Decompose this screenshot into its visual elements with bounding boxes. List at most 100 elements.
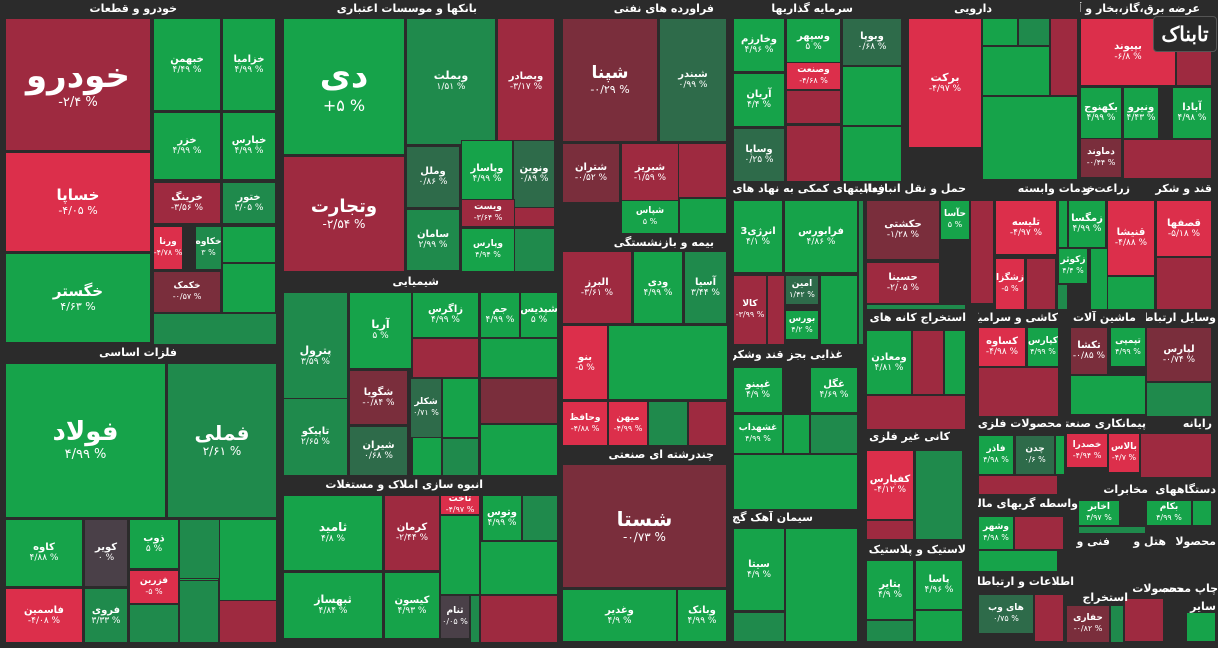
stock-tile[interactable]: پاسا ۴/۹۶ % [915,560,963,610]
stock-tile[interactable]: فاسمین -۴/۰۸ % [5,588,83,643]
stock-tile[interactable]: ثامید ۴/۸ % [283,495,383,571]
stock-tile[interactable]: غگل ۴/۶۹ % [810,367,858,413]
stock-tile[interactable]: شتران -۰/۵۲ % [562,143,620,203]
stock-tile[interactable]: ثنام ۰/۰۵ % [440,595,470,639]
stock-tile[interactable]: شپنا -۰/۲۹ % [562,18,658,142]
stock-tile[interactable]: وبوپا ۰/۶۸ % [842,18,902,66]
stock-tile[interactable]: حفاری -۰/۸۲ % [1066,605,1110,643]
stock-tile[interactable]: بورس ۴/۲ % [785,310,819,340]
stock-tile[interactable]: سیتا ۴/۹ % [733,528,785,611]
stock-tile[interactable]: فزرین -۵ % [129,570,179,604]
stock-tile[interactable]: ونوین ۰/۸۹ % [513,140,555,208]
stock-tile[interactable]: وپارس ۴/۹۴ % [461,228,515,272]
stock-tile[interactable]: انرژی3 ۴/۱ % [733,200,783,273]
stock-tile[interactable]: تکشا -۰/۸۵ % [1070,327,1108,375]
stock-tile[interactable]: برکت -۴/۹۷ % [908,18,982,148]
stock-tile[interactable]: فاذر ۴/۹۸ % [978,435,1014,475]
stock-tile[interactable]: زکوثر ۴/۴ % [1058,248,1088,284]
stock-tile[interactable]: البرز -۳/۶۱ % [562,251,632,324]
stock-tile[interactable]: وساپا ۰/۲۵ % [733,128,785,182]
stock-tile[interactable]: بنو -۵ % [562,325,608,400]
stock-tile[interactable]: فروی ۳/۳۳ % [84,588,128,643]
stock-tile[interactable]: ویست -۳/۶۴ % [461,199,515,227]
stock-tile[interactable]: شپاس ۵ % [621,200,679,234]
stock-tile[interactable]: خکاوه ۳ % [195,226,222,270]
stock-tile[interactable]: دماوند -۰/۴۴ % [1080,138,1122,178]
stock-tile[interactable]: ومعادن ۴/۸۱ % [866,330,912,395]
stock-tile[interactable]: ختور ۳/۰۵ % [222,182,276,224]
stock-tile[interactable]: خزر ۴/۹۹ % [153,112,221,180]
stock-tile[interactable]: زشگزا -۵ % [995,258,1025,310]
stock-tile[interactable]: فملی ۲/۶۱ % [167,363,277,518]
stock-tile[interactable]: بکام ۴/۹۹ % [1146,500,1192,526]
stock-tile[interactable]: وغدیر ۴/۹ % [562,589,677,642]
stock-tile[interactable]: خرینگ -۳/۵۶ % [153,182,221,224]
stock-tile[interactable]: خپارس ۴/۹۹ % [222,112,276,180]
stock-tile[interactable]: خساپا -۴/۰۵ % [5,152,151,252]
stock-tile[interactable]: حسینا -۲/۰۵ % [866,262,940,304]
stock-tile[interactable]: خزامیا ۴/۹۹ % [222,18,276,111]
stock-tile[interactable]: میهن -۴/۹۹ % [608,401,648,446]
stock-tile[interactable]: تپمپی ۴/۹۹ % [1110,327,1146,367]
stock-tile[interactable]: ورنا -۴/۷۸ % [153,226,183,270]
stock-tile[interactable]: کساوه -۴/۹۸ % [978,327,1026,367]
stock-tile[interactable]: چدن ۰/۶ % [1015,435,1055,475]
stock-tile[interactable]: زمگسا ۴/۹۹ % [1068,200,1106,248]
stock-tile[interactable]: دی +۵ % [283,18,405,155]
stock-tile[interactable]: ثاخت -۴/۹۷ % [440,495,480,515]
stock-tile[interactable]: امین ۱/۴۲ % [785,275,819,305]
stock-tile[interactable]: کالا -۳/۹۹ % [733,275,767,345]
stock-tile[interactable]: آبادا ۴/۹۸ % [1172,87,1212,139]
stock-tile[interactable]: کفپارس -۴/۱۲ % [866,450,914,520]
stock-tile[interactable]: خبهمن ۴/۴۹ % [153,18,221,111]
stock-tile[interactable]: وبصادر -۳/۱۷ % [497,18,555,145]
stock-tile[interactable]: شگویا -۰/۸۴ % [349,370,408,425]
stock-tile[interactable]: وشهر ۴/۹۸ % [978,516,1014,550]
stock-tile[interactable]: وبانک ۴/۹۹ % [677,589,727,642]
stock-tile[interactable]: حکشتی -۱/۲۸ % [866,200,940,260]
stock-tile[interactable]: ودی ۴/۹۹ % [633,251,683,324]
stock-tile[interactable]: وحافظ -۴/۸۸ % [562,401,608,446]
stock-tile[interactable]: وتجارت -۲/۵۴ % [283,156,405,272]
stock-tile[interactable]: تاپیکو ۲/۶۵ % [283,398,348,476]
stock-tile[interactable]: شبندر ۰/۹۹ % [659,18,727,142]
stock-tile[interactable]: وملل ۰/۸۶ % [406,146,460,208]
stock-tile[interactable]: وتوس ۴/۹۹ % [482,495,522,541]
stock-tile[interactable]: اخابر ۴/۹۷ % [1078,500,1120,526]
stock-tile[interactable]: کیسون ۴/۹۳ % [384,572,440,639]
stock-tile[interactable]: وپاسار ۴/۹۹ % [461,140,513,208]
stock-tile[interactable]: فرابورس ۴/۸۶ % [784,200,858,273]
stock-tile[interactable]: حآسا ۵ % [940,200,970,240]
stock-tile[interactable]: خگستر ۴/۶۳ % [5,253,151,343]
stock-tile[interactable]: وبملت ۱/۵۱ % [406,18,496,145]
stock-tile[interactable]: شستا -۰/۷۳ % [562,464,727,588]
stock-tile[interactable]: شبریز -۱/۵۹ % [621,143,679,203]
stock-tile[interactable]: کرمان -۲/۴۴ % [384,495,440,571]
stock-tile[interactable]: لپارس -۰/۷۴ % [1146,327,1212,382]
stock-tile[interactable]: آسیا ۳/۴۴ % [684,251,727,324]
stock-tile[interactable]: قصفها -۵/۱۸ % [1156,200,1212,257]
stock-tile[interactable]: تلیسه -۴/۹۷ % [995,200,1057,255]
stock-tile[interactable]: شیران ۰/۶۸ % [349,426,408,476]
stock-tile[interactable]: جم ۴/۹۹ % [480,292,520,338]
stock-tile[interactable]: وخارزم ۴/۹۶ % [733,18,785,72]
stock-tile[interactable]: زاگرس ۴/۹۹ % [412,292,479,338]
stock-tile[interactable]: های وب ۰/۷۵ % [978,594,1034,634]
stock-tile[interactable]: غشهداب ۴/۹۹ % [733,414,783,454]
stock-tile[interactable]: فولاد ۴/۹۹ % [5,363,166,518]
stock-tile[interactable]: سامان ۲/۹۹ % [406,209,460,271]
stock-tile[interactable]: وصنعت -۴/۶۸ % [786,62,841,90]
stock-tile[interactable]: ذوب ۵ % [129,519,179,569]
stock-tile[interactable]: ونیرو ۴/۴۳ % [1123,87,1159,139]
stock-tile[interactable]: قنیشا -۴/۸۸ % [1107,200,1155,276]
stock-tile[interactable]: پتایر ۴/۹ % [866,560,914,620]
stock-tile[interactable]: کپارس ۴/۹۹ % [1027,327,1059,367]
stock-tile[interactable]: غپینو ۴/۹ % [733,367,783,413]
stock-tile[interactable]: کویر ۰ % [84,519,128,587]
stock-tile[interactable]: خودرو -۲/۴ % [5,18,151,151]
stock-tile[interactable]: کاوه ۴/۸۸ % [5,519,83,587]
stock-tile[interactable]: آریا ۵ % [349,292,412,369]
stock-tile[interactable]: آریان ۴/۴ % [733,73,785,127]
stock-tile[interactable]: ثبهساز ۴/۸۴ % [283,572,383,639]
stock-tile[interactable]: شکلر ۰/۷۱ % [410,378,442,438]
